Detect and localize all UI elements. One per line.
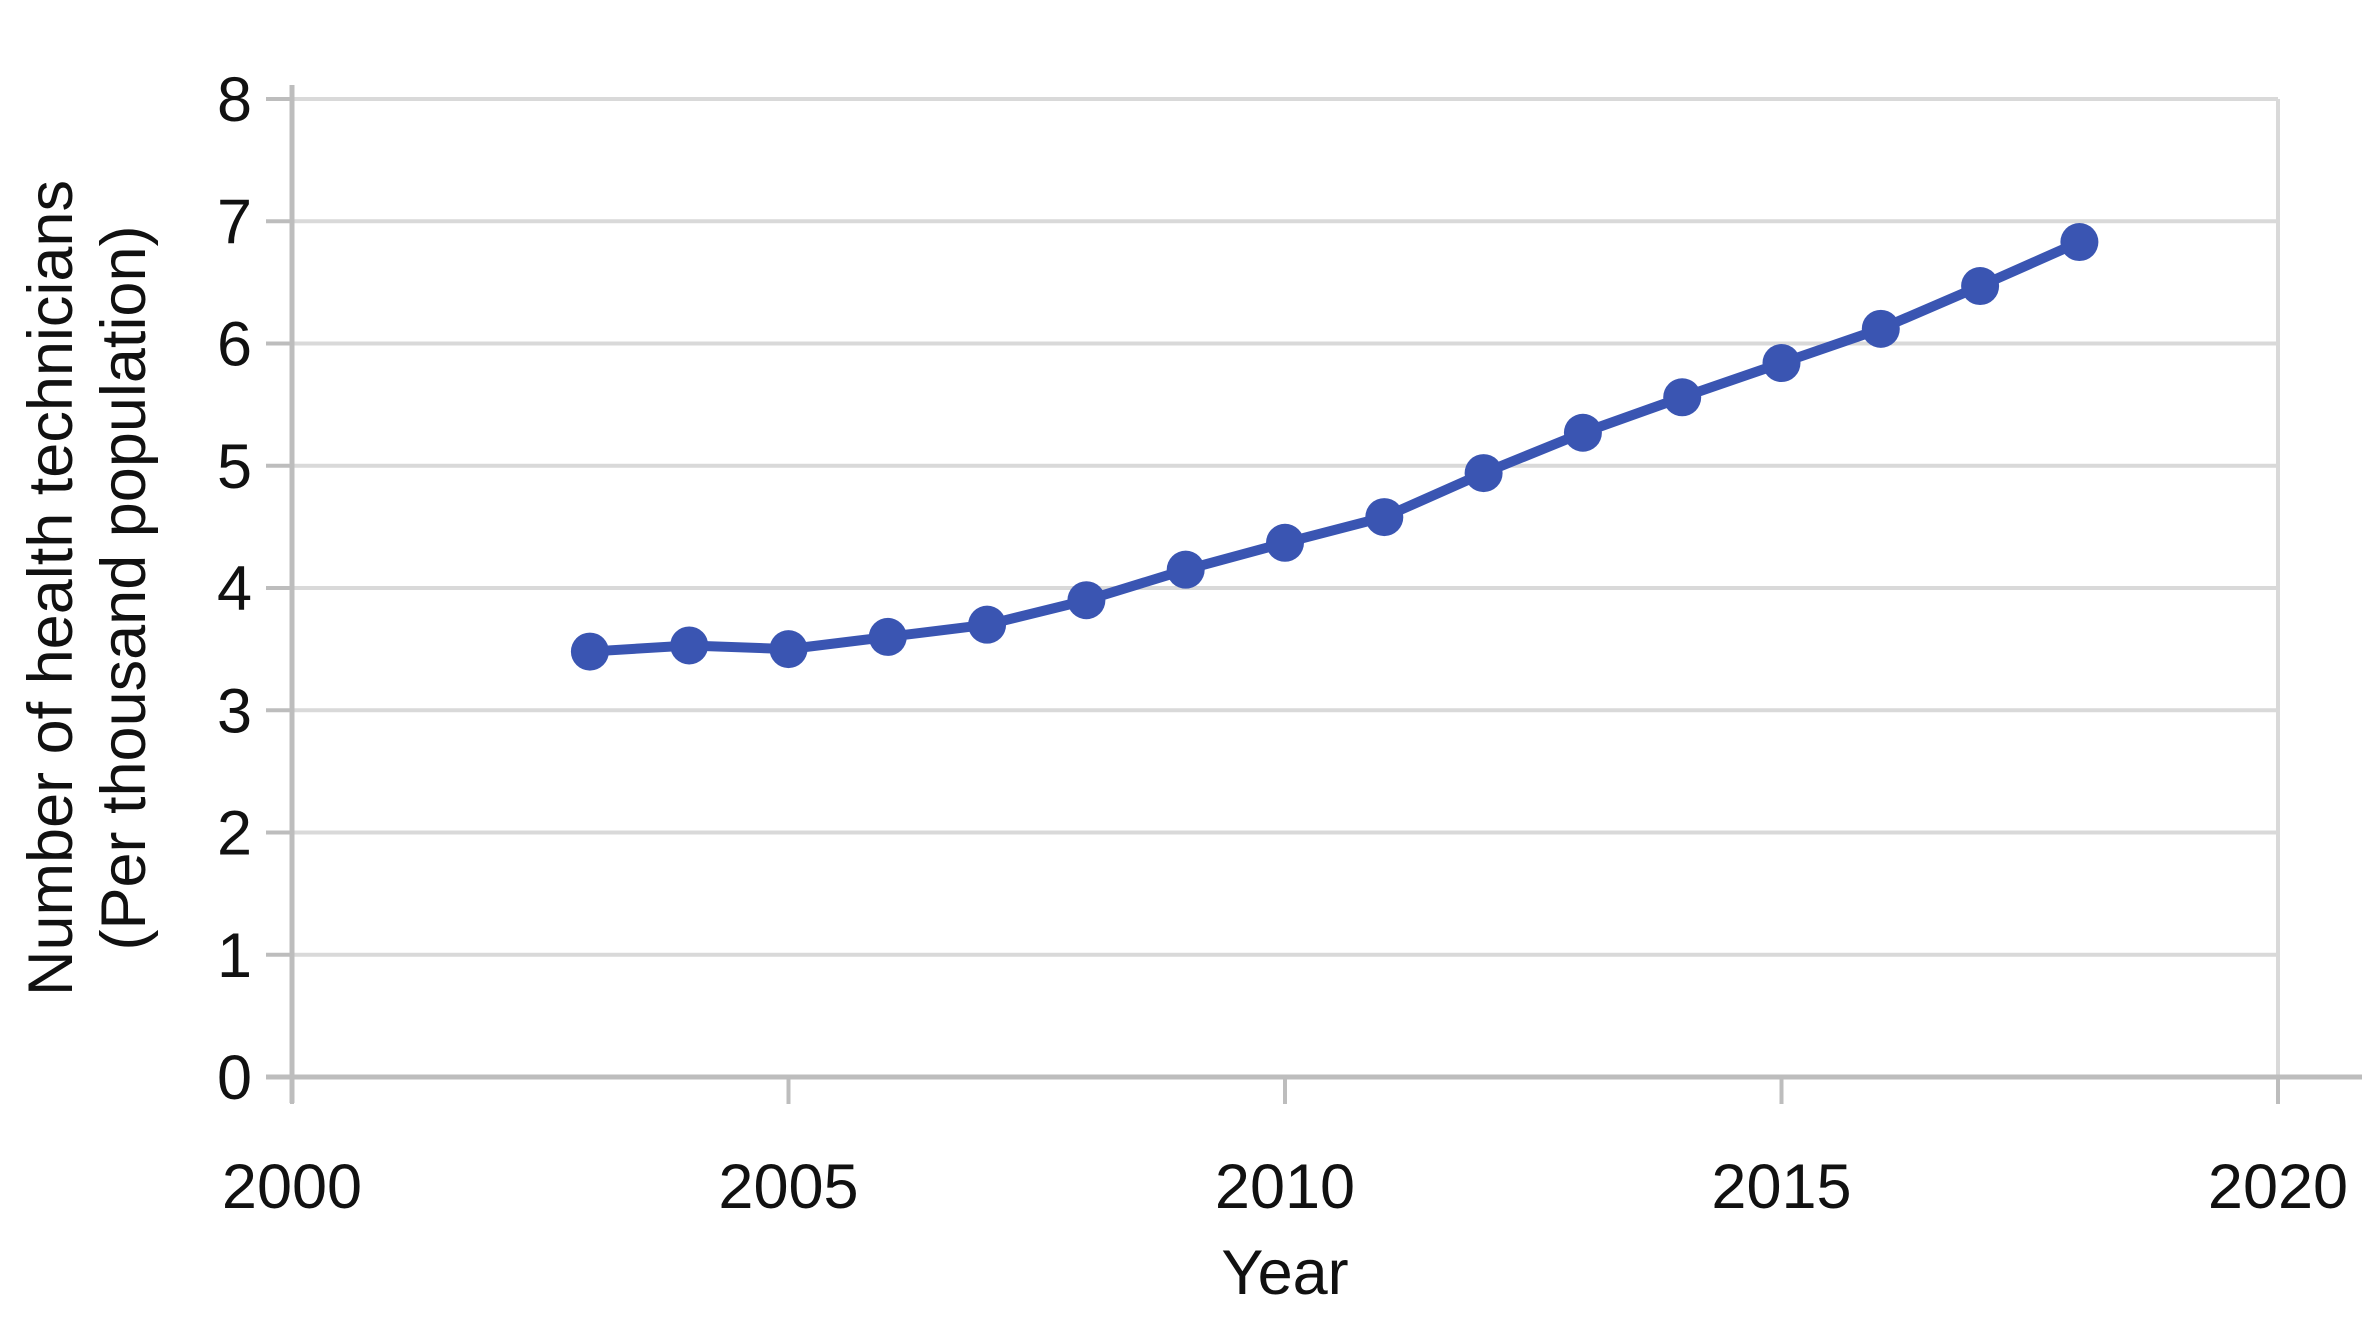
data-point-2014 xyxy=(1663,378,1702,417)
data-point-2007 xyxy=(968,605,1007,644)
x-tick-label-2015: 2015 xyxy=(1711,1152,1851,1222)
x-axis-title: Year xyxy=(1221,1238,1349,1308)
y-tick-label-4: 4 xyxy=(217,554,252,624)
data-point-2016 xyxy=(1861,309,1900,348)
data-point-2017 xyxy=(1961,267,2000,306)
y-tick-label-6: 6 xyxy=(217,310,252,380)
x-tick-label-2000: 2000 xyxy=(222,1152,362,1222)
data-point-2013 xyxy=(1563,413,1602,452)
data-point-2003 xyxy=(570,632,609,671)
y-axis-title-line2: (Per thousand population) xyxy=(89,225,159,951)
data-point-2010 xyxy=(1266,523,1304,562)
data-point-2009 xyxy=(1166,550,1205,589)
x-tick-label-2005: 2005 xyxy=(718,1152,858,1222)
y-tick-label-1: 1 xyxy=(217,921,252,991)
data-point-2004 xyxy=(670,626,709,665)
y-axis-title: Number of health technicians (Per thousa… xyxy=(15,0,161,1288)
data-point-2012 xyxy=(1464,454,1503,493)
y-tick-label-7: 7 xyxy=(217,187,252,257)
y-tick-label-0: 0 xyxy=(217,1043,252,1113)
data-series-line xyxy=(584,237,2085,657)
y-tick-label-5: 5 xyxy=(217,432,252,502)
data-point-2006 xyxy=(868,617,907,656)
data-point-2015 xyxy=(1762,344,1801,383)
y-tick-label-2: 2 xyxy=(217,799,252,869)
data-point-2018 xyxy=(2060,223,2099,262)
y-tick-label-3: 3 xyxy=(217,676,252,746)
y-axis-title-line1: Number of health technicians xyxy=(16,180,86,996)
y-tick-label-8: 8 xyxy=(217,65,252,135)
data-point-2005 xyxy=(769,630,808,669)
x-tick-label-2010: 2010 xyxy=(1215,1152,1355,1222)
x-tick-label-2020: 2020 xyxy=(2208,1152,2348,1222)
data-point-2011 xyxy=(1365,498,1404,537)
data-point-2008 xyxy=(1067,581,1106,620)
